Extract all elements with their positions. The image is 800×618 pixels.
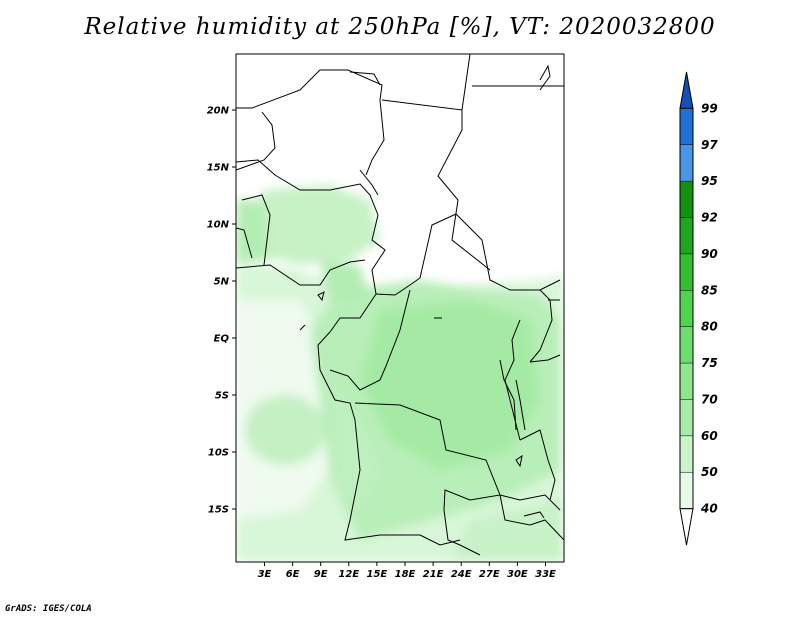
colorbar-segment [680, 108, 693, 145]
lat-label: 10N [207, 220, 230, 231]
colorbar-segment [680, 144, 693, 182]
colorbar-segment [680, 290, 693, 327]
colorbar-segment [680, 399, 693, 436]
lon-label: 30E [507, 569, 528, 580]
colorbar-label: 50 [701, 465, 718, 479]
lon-label: 9E [314, 569, 328, 580]
lon-label: 24E [451, 569, 472, 580]
colorbar-label: 70 [701, 392, 718, 406]
colorbar-segment [680, 217, 693, 254]
lon-label: 33E [535, 569, 556, 580]
latitude-labels: 20N 15N 10N 5N EQ 5S 10S 15S [207, 106, 236, 516]
lat-label: 5N [214, 277, 230, 288]
colorbar-label: 95 [701, 174, 718, 188]
longitude-labels: 3E 6E 9E 12E 15E 18E 21E 24E 27E 30E 33E [258, 562, 556, 580]
colorbar-label: 99 [701, 101, 718, 115]
colorbar-label: 97 [701, 138, 718, 152]
country-borders [236, 54, 564, 556]
lat-label: 10S [208, 448, 229, 459]
lon-label: 15E [367, 569, 388, 580]
lat-label: 5S [215, 391, 229, 402]
colorbar-segment [680, 363, 693, 400]
colorbar-label: 92 [701, 211, 718, 225]
colorbar-label: 75 [701, 356, 718, 370]
colorbar: 40 50 60 70 75 80 85 90 92 95 97 99 [679, 71, 718, 546]
colorbar-segment [680, 253, 693, 291]
lon-label: 18E [395, 569, 416, 580]
lat-label: 20N [207, 106, 230, 117]
colorbar-label: 85 [701, 283, 718, 297]
colorbar-min-arrow [679, 508, 694, 546]
colorbar-label: 80 [701, 320, 718, 334]
lat-label: 15S [208, 505, 229, 516]
lat-label: EQ [214, 334, 230, 345]
map-frame [235, 53, 565, 563]
lon-label: 21E [423, 569, 444, 580]
colorbar-label: 60 [701, 429, 718, 443]
colorbar-label: 90 [701, 247, 718, 261]
lat-label: 15N [207, 163, 230, 174]
colorbar-label: 40 [700, 502, 718, 516]
credit-text: GrADS: IGES/COLA [5, 604, 92, 614]
colorbar-segment [680, 435, 693, 473]
lon-label: 27E [479, 569, 500, 580]
chart-title: Relative humidity at 250hPa [%], VT: 202… [84, 14, 716, 40]
lon-label: 12E [338, 569, 359, 580]
lon-label: 6E [286, 569, 300, 580]
lon-label: 3E [258, 569, 272, 580]
colorbar-segment [680, 326, 693, 364]
humidity-shading [236, 185, 564, 562]
colorbar-segment [680, 181, 693, 218]
colorbar-segment [680, 472, 693, 509]
colorbar-max-arrow [679, 71, 694, 109]
